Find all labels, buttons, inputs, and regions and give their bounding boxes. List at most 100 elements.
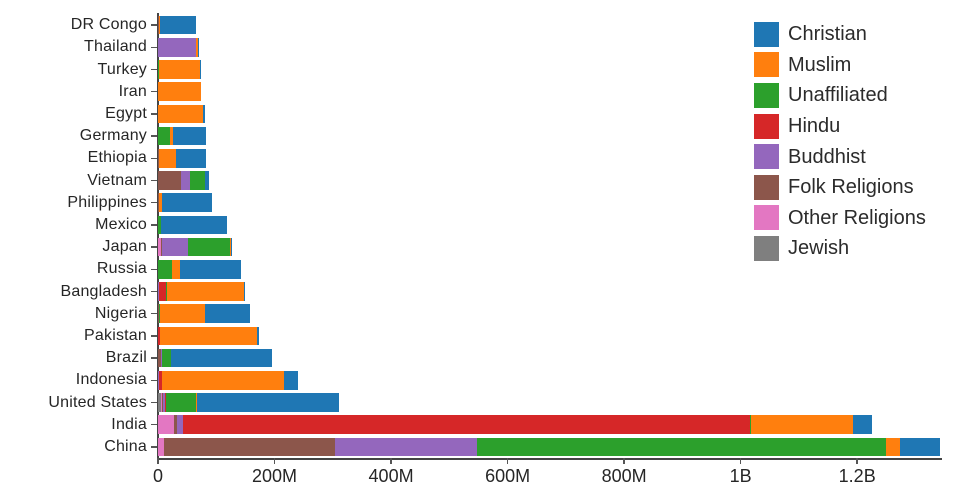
bar-row-nigeria (158, 304, 251, 323)
legend-label-hindu: Hindu (788, 115, 841, 138)
x-tick-label-400m: 400M (368, 466, 414, 486)
x-tick-label-1-2b: 1.2B (838, 466, 876, 486)
bar-segment-india-buddhist (177, 415, 183, 434)
bar-segment-pakistan-christian (257, 326, 260, 346)
plot-area (158, 14, 940, 458)
y-tick-bangladesh (151, 290, 157, 293)
x-tick-label-200m: 200M (252, 466, 298, 486)
legend-label-muslim: Muslim (788, 53, 852, 76)
bar-row-pakistan (158, 326, 260, 346)
bar-segment-india-folk-religions (174, 415, 178, 434)
legend-item-buddhist: Buddhist (754, 141, 926, 172)
legend-item-unaffiliated: Unaffiliated (754, 80, 926, 111)
y-tick-egypt (151, 113, 157, 115)
bar-row-japan (158, 237, 232, 257)
bar-segment-indonesia-buddhist (158, 371, 160, 390)
bar-segment-mexico-unaffiliated (158, 215, 162, 235)
x-tick-1-2b (856, 458, 858, 464)
bar-segment-bangladesh-muslim (166, 282, 245, 301)
y-tick-dr-congo (151, 24, 157, 26)
y-tick-label-brazil: Brazil (105, 349, 147, 367)
bar-row-dr-congo (158, 15, 197, 35)
bar-segment-dr-congo-folk-religions (158, 15, 159, 35)
bar-segment-china-unaffiliated (477, 437, 886, 457)
bar-segment-philippines-christian (161, 193, 213, 212)
x-tick-label-1b: 1B (729, 466, 752, 486)
bar-segment-germany-unaffiliated (158, 126, 171, 146)
legend-label-christian: Christian (788, 23, 867, 46)
bar-row-bangladesh (158, 282, 245, 301)
bar-segment-india-hindu (182, 415, 751, 434)
legend-swatch-jewish (754, 235, 779, 261)
y-tick-label-pakistan: Pakistan (84, 326, 147, 344)
y-tick-russia (151, 268, 157, 271)
bar-segment-vietnam-unaffiliated (189, 171, 205, 190)
y-tick-germany (151, 135, 157, 137)
bar-segment-russia-christian (180, 260, 242, 279)
bar-segment-philippines-muslim (158, 193, 162, 212)
bar-segment-germany-muslim (170, 126, 174, 146)
legend-swatch-buddhist (754, 144, 779, 170)
y-tick-nigeria (151, 312, 157, 315)
bar-segment-egypt-christian (202, 104, 206, 124)
x-tick-label-600m: 600M (485, 466, 531, 486)
bar-segment-nigeria-christian (204, 304, 251, 323)
legend-item-christian: Christian (754, 19, 926, 50)
bar-segment-indonesia-christian (283, 371, 298, 390)
y-tick-label-india: India (111, 415, 147, 433)
y-tick-label-iran: Iran (118, 82, 147, 100)
y-tick-label-bangladesh: Bangladesh (60, 282, 147, 300)
y-tick-thailand (151, 46, 157, 49)
bar-segment-china-christian (900, 437, 940, 457)
y-tick-label-vietnam: Vietnam (87, 171, 147, 189)
y-tick-label-ethiopia: Ethiopia (87, 149, 147, 167)
legend-label-unaffiliated: Unaffiliated (788, 84, 888, 107)
legend-label-buddhist: Buddhist (788, 145, 866, 168)
bar-row-united-states (158, 393, 339, 412)
bar-segment-ethiopia-muslim (159, 149, 176, 168)
y-tick-india (151, 423, 157, 426)
bar-segment-japan-christian (230, 237, 232, 257)
legend-item-muslim: Muslim (754, 50, 926, 81)
bar-row-mexico (158, 215, 227, 235)
bar-segment-india-other-religions (158, 415, 175, 434)
bar-segment-russia-unaffiliated (158, 260, 172, 279)
y-tick-label-turkey: Turkey (97, 60, 147, 78)
bar-segment-china-folk-religions (163, 437, 336, 457)
bar-row-thailand (158, 38, 199, 57)
bar-segment-united-states-unaffiliated (165, 393, 196, 412)
bar-segment-united-states-buddhist (162, 393, 165, 412)
y-tick-label-united-states: United States (48, 393, 147, 411)
legend-item-folk-religions: Folk Religions (754, 172, 926, 203)
bar-segment-brazil-folk-religions (158, 348, 162, 368)
bar-segment-bangladesh-hindu (158, 282, 167, 301)
bar-segment-dr-congo-muslim (159, 15, 160, 35)
y-tick-label-thailand: Thailand (84, 38, 147, 56)
legend-label-jewish: Jewish (788, 237, 850, 260)
bar-row-iran (158, 82, 202, 101)
bar-row-india (158, 415, 872, 434)
x-tick-800m (623, 458, 625, 464)
bar-segment-united-states-hindu (164, 393, 166, 412)
bar-segment-china-buddhist (335, 437, 478, 457)
bar-row-brazil (158, 348, 272, 368)
y-tick-united-states (151, 401, 157, 404)
y-tick-vietnam (151, 179, 157, 182)
x-tick-600m (506, 458, 509, 464)
bar-segment-united-states-jewish (158, 393, 162, 412)
y-tick-philippines (151, 201, 157, 204)
legend-label-folk-religions: Folk Religions (788, 176, 914, 199)
legend-item-jewish: Jewish (754, 233, 926, 264)
y-tick-ethiopia (151, 157, 157, 160)
legend-swatch-christian (754, 21, 779, 47)
y-tick-indonesia (151, 379, 157, 382)
bar-segment-vietnam-buddhist (181, 171, 190, 190)
y-tick-label-philippines: Philippines (67, 193, 147, 211)
legend-swatch-unaffiliated (754, 82, 779, 108)
y-tick-pakistan (151, 335, 157, 337)
x-tick-label-0: 0 (152, 466, 163, 486)
bar-row-germany (158, 126, 206, 146)
bar-segment-egypt-muslim (158, 104, 203, 124)
bar-segment-iran-muslim (158, 82, 202, 101)
